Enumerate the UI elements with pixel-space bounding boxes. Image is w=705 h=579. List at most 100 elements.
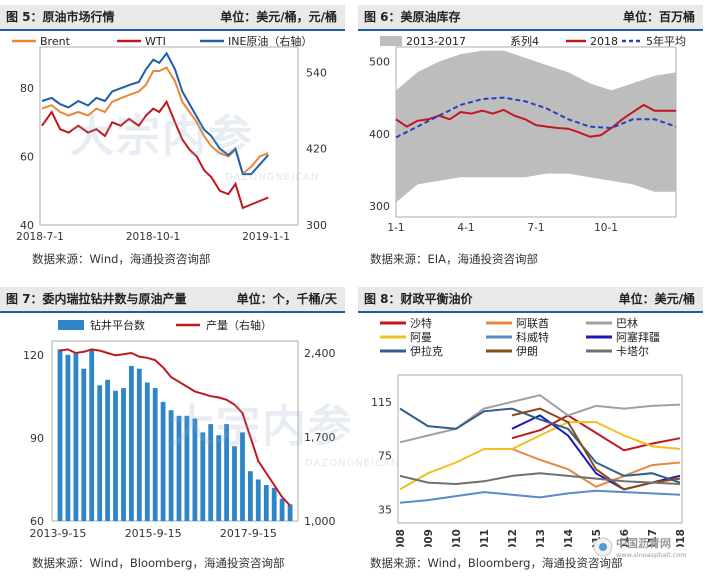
series-line-科威特: [399, 489, 681, 504]
bar-rigs: [113, 390, 118, 521]
x-tick-label: 2017: [647, 529, 659, 547]
legend-label: 2013-2017: [406, 35, 466, 48]
figure-5-panel: 图 5：原油市场行情 单位：美元/桶，元/桶 40 60 80 300 420 540 20…: [0, 5, 345, 270]
legend-label: 伊拉克: [410, 344, 443, 358]
figure-7-header: 图 7：委内瑞拉钻井数与原油产量 单位：个，千桶/天: [0, 287, 345, 311]
bar-rigs: [224, 424, 229, 521]
legend-label: Brent: [40, 35, 71, 48]
figure-7-rule: [0, 311, 345, 313]
x-tick-label: 2012: [507, 529, 519, 547]
x-tick-label: 2019-1-1: [242, 231, 290, 243]
y-left-tick-label: 60: [20, 151, 34, 164]
legend-swatch: [380, 36, 402, 46]
figure-8-source: 数据来源：Wind，Bloomberg，海通投资咨询部: [370, 556, 623, 570]
watermark-top: 大宗内参: [70, 111, 254, 162]
site-logo-icon: 中国沥青网 www.sinoasphalt.com: [593, 536, 687, 559]
series-line-阿联酋: [511, 448, 681, 488]
figure-5-rule: [0, 29, 345, 31]
bar-rigs: [89, 349, 95, 521]
legend-label: INE原油（右轴）: [228, 34, 312, 48]
series-line-伊拉克: [399, 407, 681, 484]
x-tick-label: 1-1: [387, 222, 404, 234]
y-left-tick-label: 90: [30, 432, 44, 445]
legend-label: 阿联酋: [516, 316, 549, 330]
series-line-INE原油（右轴）: [41, 51, 269, 176]
legend-label: 卡塔尔: [616, 345, 649, 358]
y-left-tick-label: 40: [20, 219, 34, 232]
bar-rigs: [97, 385, 103, 521]
bar-rigs: [152, 388, 158, 521]
figure-7-panel: 图 7：委内瑞拉钻井数与原油产量 单位：个，千桶/天 60 90 120 1,000 1…: [0, 287, 345, 577]
x-tick-label: 2013: [535, 529, 547, 547]
bar-rigs: [121, 388, 126, 521]
y-tick-label: 115: [371, 396, 392, 409]
legend-swatch: [58, 320, 84, 330]
legend-label: 阿曼: [410, 331, 432, 344]
y-tick-label: 500: [369, 55, 390, 68]
x-tick-label: 2013-9-15: [29, 527, 86, 540]
figure-5-source: 数据来源：Wind，海通投资咨询部: [32, 252, 211, 266]
legend-label: 产量（右轴）: [206, 318, 272, 332]
figure-8-rule: [358, 311, 703, 313]
plot-frame: [397, 374, 683, 524]
bar-rigs: [136, 368, 142, 521]
series-line-伊朗: [511, 407, 681, 491]
bar-rigs: [73, 352, 79, 521]
figure-7-title: 图 7：委内瑞拉钻井数与原油产量: [6, 292, 187, 306]
bar-rigs: [168, 410, 174, 521]
x-tick-label: 2015-9-15: [125, 527, 182, 540]
legend-label: 科威特: [516, 330, 549, 344]
x-tick-label: 2017-9-15: [220, 527, 277, 540]
bar-rigs: [176, 415, 182, 521]
bar-rigs: [255, 479, 261, 521]
x-tick-label: 2018: [675, 529, 687, 547]
series-line-production: [59, 348, 291, 507]
bar-rigs: [248, 471, 253, 521]
watermark-top-sub: DAZONGNEICAN: [225, 172, 320, 183]
bar-rigs: [192, 418, 198, 521]
legend-label: WTI: [145, 35, 166, 48]
series-line-阿曼: [399, 421, 681, 491]
figure-7-unit: 单位：个，千桶/天: [236, 292, 337, 306]
y-left-tick-label: 80: [20, 82, 34, 95]
legend-label: 5年平均: [646, 34, 686, 48]
y-tick-label: 300: [369, 200, 390, 213]
legend-label: 阿塞拜疆: [616, 330, 660, 344]
bar-rigs: [65, 354, 71, 521]
legend-label: 2018: [590, 35, 618, 48]
series-line-卡塔尔: [399, 472, 681, 486]
x-tick-label: 2014: [563, 529, 575, 547]
bar-rigs: [208, 424, 214, 521]
legend-label: 系列4: [510, 34, 539, 48]
x-tick-label: 2011: [479, 529, 491, 547]
figure-8-header: 图 8：财政平衡油价 单位：美元/桶: [358, 287, 703, 311]
site-logo: 中国沥青网 www.sinoasphalt.com: [592, 534, 702, 560]
x-tick-label: 2018-10-1: [126, 231, 180, 243]
series-line-巴林: [399, 394, 681, 444]
figure-6-title: 图 6：美原油库存: [364, 10, 461, 24]
bar-rigs: [216, 435, 222, 521]
bar-rigs: [240, 432, 245, 521]
figure-5-title: 图 5：原油市场行情: [6, 10, 115, 24]
series-line-2018: [395, 103, 676, 138]
y-tick-label: 35: [378, 504, 392, 517]
figure-7-chart: 60 90 120 1,000 1,700 2,400 2013-9-15 2015-9-15…: [23, 318, 336, 540]
bar-rigs: [129, 365, 134, 521]
bar-rigs: [271, 487, 277, 521]
x-tick-label: 2010: [451, 529, 463, 547]
figure-8-unit: 单位：美元/桶: [618, 292, 695, 306]
figure-8-title: 图 8：财政平衡油价: [364, 292, 473, 306]
x-tick-label: 2008: [395, 529, 407, 547]
y-right-tick-label: 300: [306, 219, 327, 232]
legend-label: 巴林: [616, 316, 638, 330]
bar-rigs: [287, 504, 293, 521]
watermark-bottom-sub: DAZONGNEICAN: [305, 458, 400, 469]
x-tick-label: 10-1: [594, 222, 618, 234]
y-right-tick-label: 420: [306, 143, 327, 156]
site-logo-url: www.sinoasphalt.com: [616, 551, 687, 559]
y-right-tick-label: 1,000: [304, 515, 336, 528]
bar-rigs: [160, 401, 166, 521]
figure-7-source: 数据来源：Wind，Bloomberg，海通投资咨询部: [32, 556, 285, 570]
figure-5-chart: 40 60 80 300 420 540 2018-7-1 2018-10-1 2019-1-1…: [12, 34, 327, 243]
